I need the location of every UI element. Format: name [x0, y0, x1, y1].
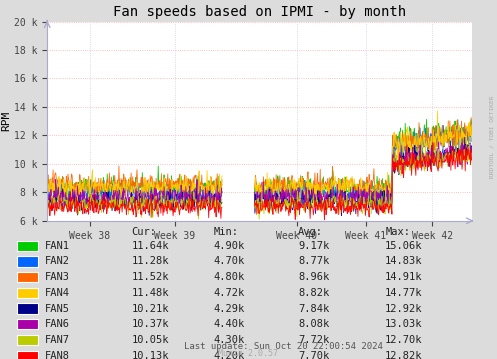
Text: 7.84k: 7.84k: [298, 303, 330, 313]
Bar: [17, 303, 38, 314]
Text: Max:: Max:: [385, 227, 410, 237]
Text: 12.70k: 12.70k: [385, 335, 422, 345]
Text: Last update: Sun Oct 20 22:00:54 2024: Last update: Sun Oct 20 22:00:54 2024: [184, 342, 383, 351]
Text: 8.96k: 8.96k: [298, 272, 330, 282]
Text: 4.80k: 4.80k: [214, 272, 245, 282]
Text: 4.29k: 4.29k: [214, 303, 245, 313]
Text: 8.08k: 8.08k: [298, 319, 330, 329]
Text: FAN1: FAN1: [45, 241, 70, 251]
Text: 11.64k: 11.64k: [132, 241, 169, 251]
Text: 10.13k: 10.13k: [132, 351, 169, 359]
Text: 15.06k: 15.06k: [385, 241, 422, 251]
Text: 4.70k: 4.70k: [214, 256, 245, 266]
Text: 14.83k: 14.83k: [385, 256, 422, 266]
Text: FAN3: FAN3: [45, 272, 70, 282]
Text: 4.90k: 4.90k: [214, 241, 245, 251]
Text: 7.72k: 7.72k: [298, 335, 330, 345]
Text: 4.30k: 4.30k: [214, 335, 245, 345]
Text: FAN6: FAN6: [45, 319, 70, 329]
Text: 8.82k: 8.82k: [298, 288, 330, 298]
Text: FAN5: FAN5: [45, 303, 70, 313]
Bar: [17, 335, 38, 345]
Text: Min:: Min:: [214, 227, 239, 237]
Text: 14.77k: 14.77k: [385, 288, 422, 298]
Text: FAN4: FAN4: [45, 288, 70, 298]
Text: 4.20k: 4.20k: [214, 351, 245, 359]
Text: Avg:: Avg:: [298, 227, 323, 237]
Text: 10.37k: 10.37k: [132, 319, 169, 329]
Text: 13.03k: 13.03k: [385, 319, 422, 329]
Bar: [17, 350, 38, 359]
Text: 11.48k: 11.48k: [132, 288, 169, 298]
Bar: [17, 241, 38, 251]
Text: 7.70k: 7.70k: [298, 351, 330, 359]
Text: 10.21k: 10.21k: [132, 303, 169, 313]
Text: 10.05k: 10.05k: [132, 335, 169, 345]
Text: FAN8: FAN8: [45, 351, 70, 359]
Bar: [17, 288, 38, 298]
Text: FAN2: FAN2: [45, 256, 70, 266]
Title: Fan speeds based on IPMI - by month: Fan speeds based on IPMI - by month: [113, 5, 406, 19]
Text: Cur:: Cur:: [132, 227, 157, 237]
Bar: [17, 319, 38, 330]
Text: 11.52k: 11.52k: [132, 272, 169, 282]
Text: 12.92k: 12.92k: [385, 303, 422, 313]
Text: FAN7: FAN7: [45, 335, 70, 345]
Text: 14.91k: 14.91k: [385, 272, 422, 282]
Text: 4.40k: 4.40k: [214, 319, 245, 329]
Text: 9.17k: 9.17k: [298, 241, 330, 251]
Y-axis label: RPM: RPM: [1, 111, 11, 131]
Bar: [17, 272, 38, 282]
Text: 4.72k: 4.72k: [214, 288, 245, 298]
Text: 11.28k: 11.28k: [132, 256, 169, 266]
Bar: [17, 256, 38, 267]
Text: 12.82k: 12.82k: [385, 351, 422, 359]
Text: Munin 2.0.57: Munin 2.0.57: [219, 349, 278, 358]
Text: RRDTOOL / TOBI OETIKER: RRDTOOL / TOBI OETIKER: [490, 95, 495, 178]
Text: 8.77k: 8.77k: [298, 256, 330, 266]
